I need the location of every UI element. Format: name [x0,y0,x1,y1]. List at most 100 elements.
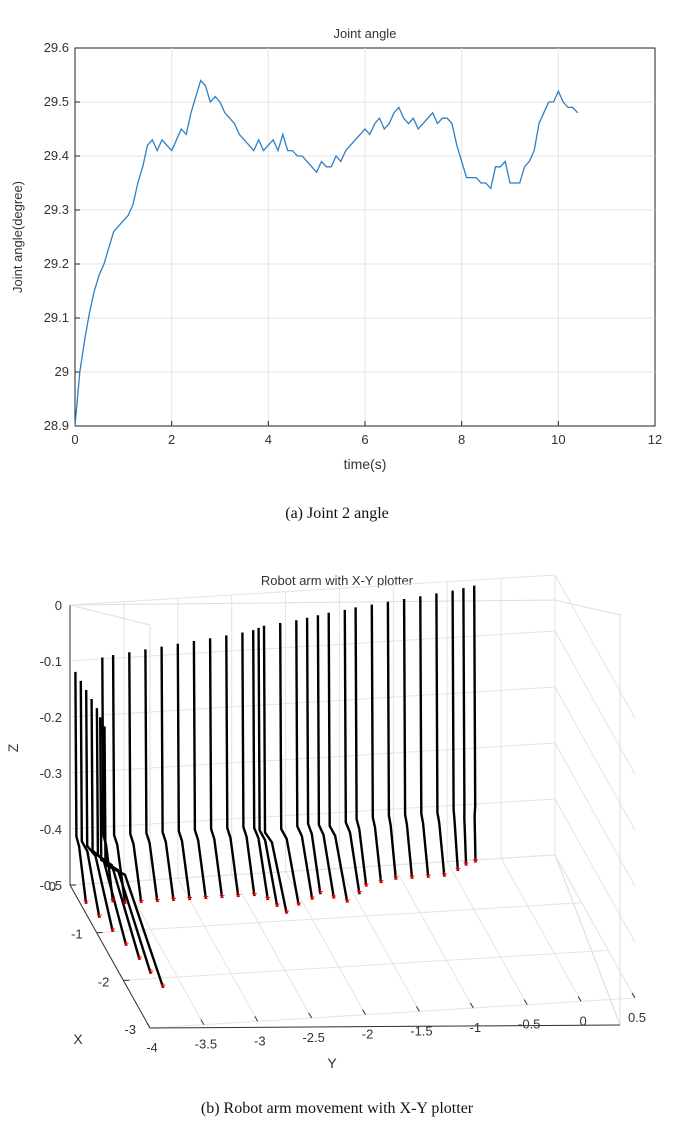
chart-b-endpoint-marker: * [265,892,271,908]
chart-b-x-tick-label: 0 [49,879,56,894]
chart-b-endpoint-markers: ******** * * * * * * * * * * * ** * * * ** * * * * * * * * * [83,854,478,995]
chart-a-y-tick-label: 29 [55,364,69,379]
chart-b-endpoint-marker: * [252,888,258,904]
chart-b-arm-trace [419,596,430,878]
chart-b-endpoint-marker: * [426,870,432,886]
chart-b-endpoint-marker: * [137,952,143,968]
chart-b-grid-y-floor [123,881,205,1025]
chart-b-z-tick-label: 0 [55,598,62,613]
chart-a-x-tick-label: 0 [71,432,78,447]
chart-b-y-tick-label: 0 [579,1013,586,1028]
caption-a: (a) Joint 2 angle [285,505,389,522]
chart-a-x-tick-label: 4 [265,432,272,447]
chart-b-arm-trace [103,726,165,989]
chart-a-y-ticks: 28.9 29 29.1 29.2 29.3 29.4 29.5 29.6 [44,40,80,433]
chart-b-grid-z-back [69,574,556,606]
chart-b-grid-x-floor [123,949,609,981]
chart-a-y-tick-label: 28.9 [44,418,69,433]
chart-a-x-tick-label: 2 [168,432,175,447]
chart-b-x-ticks: 0 -1 -2 -3 [49,879,156,1037]
chart-b-grid-x-floor [149,997,636,1029]
chart-b-y-tick [308,1012,313,1019]
chart-b-y-tick [200,1019,205,1025]
chart-b-endpoint-marker: * [83,896,89,912]
chart-b-arm-trace [208,638,224,898]
chart-b-endpoint-marker: * [357,886,363,902]
chart-b-endpoint-marker: * [275,899,281,915]
chart-b-z-tick-label: -0.3 [40,766,62,781]
chart-b-arm-trace [343,609,361,895]
chart-b-endpoint-marker: * [442,869,448,885]
chart-b-y-tick-label: 0.5 [628,1010,646,1025]
chart-b-endpoint-marker: * [203,891,209,907]
chart-b-axes-box [69,599,621,1030]
chart-b-z-label: Z [5,743,21,752]
chart-b-arm-trace [257,627,279,907]
chart-b-arm-trace [473,585,477,863]
chart-b-endpoint-marker: * [97,910,103,926]
caption-b: (b) Robot arm movement with X-Y plotter [201,1100,474,1117]
chart-b-grid-x-floor [69,854,556,886]
chart-b-grid-y-floor [285,871,366,1015]
chart-b-endpoint-marker: * [219,890,225,906]
chart-b-endpoint-marker: * [236,889,242,905]
chart-a-y-tick-label: 29.5 [44,94,69,109]
chart-b-arm-trace [241,632,256,896]
chart-a-y-tick-label: 29.1 [44,310,69,325]
chart-a-x-ticks: 0 2 4 6 8 10 12 [71,421,662,447]
chart-b-arm-trace [316,615,336,899]
chart-b-x-tick-label: -1 [71,927,83,942]
chart-b-arm-trace [262,625,288,914]
chart-b-arm-trace [101,657,115,903]
chart-b-arm-trace [128,652,143,903]
chart-a-title: Joint angle [334,26,397,41]
chart-b-grid-y-floor [554,854,636,999]
chart-b-y-tick-label: -2.5 [302,1030,324,1045]
chart-b-arm-trace [225,635,240,897]
chart-b-endpoint-marker: * [409,871,415,887]
chart-a-series-line [74,79,579,427]
chart-b-y-tick [416,1006,420,1012]
chart-b-endpoint-marker: * [455,863,461,879]
chart-b-endpoint-marker: * [148,966,154,982]
chart-b-title: Robot arm with X-Y plotter [261,573,414,588]
chart-b-y-tick-label: -0.5 [518,1017,540,1032]
chart-b-grid-z-right [554,630,636,775]
chart-b-arm-trace [279,622,300,906]
chart-a-x-tick-label: 6 [361,432,368,447]
chart-b-arm-trace [402,598,414,879]
chart-b-arm-traces [74,585,477,989]
chart-b-endpoint-marker: * [110,894,116,910]
chart-b-z-tick-label: -0.2 [40,710,62,725]
chart-b-grid-y-floor [446,861,528,1005]
chart-b-arm-trace [295,620,314,900]
chart-b-arm-trace [354,607,368,887]
chart-b-x-axis-line [69,884,151,1029]
chart-b-endpoint-marker: * [296,897,302,913]
chart-b-arm-trace [192,640,208,899]
chart-a-x-label: time(s) [344,456,387,472]
chart-b-endpoint-marker: * [110,924,116,940]
chart-b-endpoint-marker: * [318,886,324,902]
chart-b-endpoint-marker: * [123,938,129,954]
chart-b-arm-trace [160,646,175,901]
chart-b-y-axis-line [149,1024,621,1029]
chart-b-arm-trace [79,680,101,918]
chart-a-y-tick-label: 29.4 [44,148,69,163]
chart-b-endpoint-marker: * [310,892,316,908]
chart-b-endpoint-marker: * [331,890,337,906]
chart-a-gridlines [75,48,655,426]
chart-b-arm-trace [305,617,322,895]
chart-b-z-ticks: 0 -0.1 -0.2 -0.3 -0.4 -0.5 [40,598,62,893]
chart-b-grid-z-right [554,742,636,887]
chart-b-arm-trace [74,671,88,904]
chart-b-arm-trace [327,612,349,903]
chart-b-endpoint-marker: * [139,895,145,911]
chart-b-y-tick [523,999,528,1005]
chart-b-y-ticks: -4 -3.5 -3 -2.5 -2 -1.5 -1 -0.5 0 0.5 [146,992,646,1055]
chart-b-y-tick [577,996,582,1002]
chart-b-arm-trace [462,588,468,866]
chart-a-y-tick-label: 29.3 [44,202,69,217]
chart-b-y-tick-label: -1 [470,1020,482,1035]
chart-b-y-tick [469,1002,474,1009]
